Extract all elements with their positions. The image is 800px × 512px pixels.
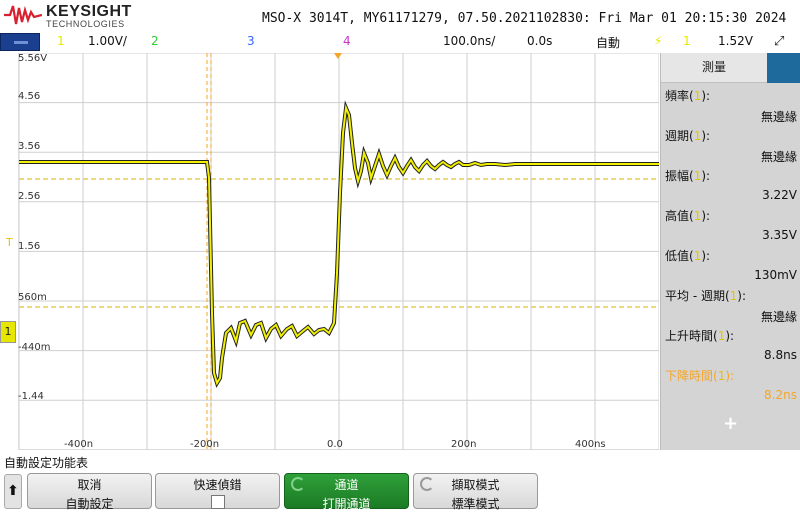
ch3-number[interactable]: 3 (247, 34, 255, 48)
device-info: MSO-X 3014T, MY61171279, 07.50.202110283… (262, 11, 787, 26)
ch1-scale[interactable]: 1.00V/ (88, 34, 127, 48)
cycle-icon (420, 477, 434, 491)
meas-fall-time[interactable]: 下降時間(1): 8.2ns (665, 369, 797, 402)
meas-frequency-value: 無邊緣 (760, 110, 797, 124)
x-label-1: -200n (190, 439, 220, 450)
meas-amplitude-value: 3.22V (762, 188, 797, 202)
panel-tab-right[interactable] (767, 53, 800, 83)
y-label-4: 1.56 (18, 241, 41, 252)
brand-subtitle: TECHNOLOGIES (46, 19, 125, 29)
ch1-ground-marker[interactable]: 1 (0, 321, 16, 343)
softkey-bar: 自動設定功能表 ⬆ 取消 自動設定 快速偵錯 通道 打開通道 擷取模式 標準模式 (0, 450, 800, 512)
ch1-trace (19, 104, 659, 386)
softkey-fast-debug[interactable]: 快速偵錯 (155, 473, 280, 509)
waveform-grid[interactable] (18, 53, 659, 450)
brand-name: KEYSIGHT (46, 3, 132, 20)
channel-bar: 1 1.00V/ 2 3 4 100.0ns/ 0.0s 自動 ⚡ 1 1.52… (0, 33, 800, 51)
fast-debug-checkbox[interactable] (210, 495, 225, 509)
meas-base[interactable]: 低值(1): 130mV (665, 249, 797, 282)
measurement-tab[interactable]: 測量 (661, 53, 767, 83)
meas-average-period-value: 無邊緣 (760, 310, 797, 324)
x-label-0: -400n (64, 439, 94, 450)
add-measurement-icon[interactable]: + (723, 413, 739, 434)
meas-rise-time[interactable]: 上升時間(1): 8.8ns (665, 329, 797, 362)
trigger-level-marker[interactable]: T (6, 236, 13, 249)
meas-base-value: 130mV (754, 268, 797, 282)
header: KEYSIGHT TECHNOLOGIES MSO-X 3014T, MY611… (0, 0, 800, 32)
softkey-acquire-mode[interactable]: 擷取模式 標準模式 (413, 473, 538, 511)
grid-lines (19, 53, 659, 450)
meas-period-value: 無邊緣 (760, 150, 797, 164)
waveform-display (19, 53, 659, 450)
keysight-logo: KEYSIGHT TECHNOLOGIES (4, 2, 134, 30)
softkey-channels[interactable]: 通道 打開通道 (284, 473, 409, 511)
meas-average-period[interactable]: 平均 - 週期(1): 無邊緣 (665, 289, 797, 324)
trigger-level[interactable]: 1.52V (718, 34, 753, 48)
touch-gesture-icon[interactable]: ⤢ (774, 34, 785, 49)
time-delay[interactable]: 0.0s (527, 34, 553, 48)
timebase[interactable]: 100.0ns/ (443, 34, 496, 48)
meas-frequency[interactable]: 頻率(1): 無邊緣 (665, 89, 797, 124)
y-label-5: 560m (18, 292, 47, 303)
meas-fall-time-value: 8.2ns (764, 388, 797, 402)
trigger-source[interactable]: 1 (683, 34, 691, 48)
keysight-wave-icon (4, 5, 42, 25)
y-label-1: 4.56 (18, 91, 41, 102)
x-label-4: 400ns (575, 439, 606, 450)
trigger-mode[interactable]: 自動 (596, 36, 621, 50)
y-label-6: -440m (18, 342, 51, 353)
y-label-3: 2.56 (18, 191, 41, 202)
measurement-panel: 測量 頻率(1): 無邊緣 週期(1): 無邊緣 振幅(1): 3.22V 高值… (660, 53, 800, 450)
y-label-0: 5.56V (18, 53, 48, 64)
meas-amplitude[interactable]: 振幅(1): 3.22V (665, 169, 797, 202)
main-menu-button[interactable] (0, 33, 40, 51)
ch4-number[interactable]: 4 (343, 34, 351, 48)
menu-title: 自動設定功能表 (4, 456, 89, 470)
x-label-3: 200n (451, 439, 477, 450)
trigger-position-marker (334, 53, 342, 59)
y-label-7: -1.44 (18, 391, 44, 402)
meas-top[interactable]: 高值(1): 3.35V (665, 209, 797, 242)
cycle-icon (291, 477, 305, 491)
y-label-2: 3.56 (18, 141, 41, 152)
softkey-cancel-autoscale[interactable]: 取消 自動設定 (27, 473, 152, 511)
menu-up-button[interactable]: ⬆ (4, 474, 22, 509)
meas-period[interactable]: 週期(1): 無邊緣 (665, 129, 797, 164)
trigger-edge-icon: ⚡ (654, 34, 663, 48)
meas-top-value: 3.35V (762, 228, 797, 242)
x-label-2: 0.0 (327, 439, 343, 450)
ch1-number[interactable]: 1 (57, 34, 65, 48)
ch2-number[interactable]: 2 (151, 34, 159, 48)
meas-rise-time-value: 8.8ns (764, 348, 797, 362)
